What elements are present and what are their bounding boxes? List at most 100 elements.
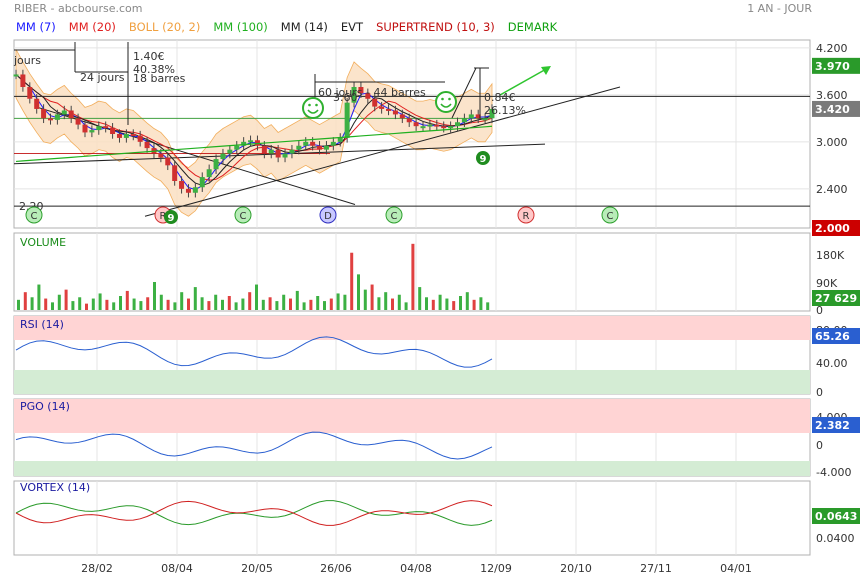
- candle-body: [413, 122, 419, 127]
- candle-body: [20, 74, 26, 87]
- candle-body: [296, 145, 302, 150]
- legend-item-5[interactable]: EVT: [340, 20, 364, 34]
- legend-item-4[interactable]: MM (14): [280, 20, 328, 34]
- demark-count-icon: [164, 210, 178, 224]
- legend-item-0[interactable]: MM (7): [16, 20, 56, 34]
- volume-bar: [255, 284, 258, 310]
- volume-bar: [465, 292, 469, 310]
- candle-body: [282, 153, 288, 158]
- annotation-text: 40.38%: [133, 63, 175, 76]
- candle-body: [68, 110, 74, 119]
- candle-body: [268, 149, 274, 154]
- candle-body: [165, 157, 171, 166]
- volume-bar: [357, 274, 360, 310]
- legend-item-1[interactable]: MM (20): [68, 20, 116, 34]
- volume-bar: [418, 287, 422, 310]
- volume-bar: [180, 292, 184, 310]
- signal-marker-label: C: [31, 211, 38, 222]
- volume-badge-bg: [812, 290, 860, 306]
- ma14-line: [15, 74, 493, 186]
- pgo-overbought-zone: [14, 399, 810, 433]
- rsi-title: RSI (14): [20, 318, 64, 331]
- pgo-badge-bg: [812, 417, 860, 433]
- vortex-badge: 0.0643: [815, 510, 857, 523]
- x-tick-label: 26/06: [320, 562, 352, 575]
- candle-body: [82, 124, 88, 133]
- candle-body: [317, 145, 323, 150]
- pgo-line: [15, 431, 493, 460]
- volume-bar: [125, 290, 129, 310]
- candle-body: [420, 126, 426, 129]
- volume-bar: [159, 294, 163, 310]
- candle-body: [448, 126, 454, 129]
- volume-bar: [91, 298, 95, 310]
- candle-body: [241, 141, 247, 146]
- pgo-title: PGO (14): [20, 400, 70, 413]
- candle-body: [461, 118, 467, 123]
- volume-bar: [445, 298, 449, 310]
- volume-bar: [350, 252, 354, 310]
- volume-bar: [17, 299, 20, 310]
- smiley-icon: [440, 103, 452, 108]
- volume-bar: [268, 297, 272, 310]
- candle-body: [89, 130, 95, 133]
- volume-bar: [377, 297, 381, 310]
- volume-bar: [411, 243, 415, 310]
- indicator-legend: MM (7) MM (20) BOLL (20, 2) MM (100) MM (14)…: [16, 20, 570, 34]
- candle-body: [399, 114, 405, 119]
- volume-bar: [44, 298, 48, 310]
- pgo-badge: 2.382: [815, 419, 850, 432]
- volume-bar: [479, 297, 483, 310]
- volume-bar: [397, 294, 401, 310]
- pgo-tick: 0: [816, 439, 823, 452]
- rsi-overbought-zone: [14, 316, 810, 340]
- candle-body: [427, 124, 433, 127]
- candle-body: [406, 118, 412, 123]
- volume-bar: [23, 292, 27, 310]
- legend-item-3[interactable]: MM (100): [213, 20, 268, 34]
- volume-bar: [139, 301, 143, 310]
- ma7-line: [15, 74, 493, 191]
- volume-bar: [85, 303, 88, 310]
- candle-body: [248, 140, 254, 143]
- candle-body: [261, 145, 267, 154]
- candle-body: [392, 110, 398, 115]
- volume-bar: [323, 301, 326, 310]
- candle-body: [13, 74, 19, 77]
- candle-body: [358, 87, 364, 94]
- volume-bar: [336, 293, 340, 310]
- legend-item-6[interactable]: SUPERTREND (10, 3): [376, 20, 495, 34]
- x-tick-label: 20/05: [241, 562, 273, 575]
- candle-body: [337, 137, 343, 142]
- rsi-badge: 65.26: [815, 330, 850, 343]
- rsi-badge-bg: [812, 328, 860, 344]
- ma20-line: [15, 74, 493, 181]
- legend-item-2[interactable]: BOLL (20, 2): [128, 20, 201, 34]
- ma100-line: [15, 125, 493, 163]
- annotation-text: 3.60: [333, 91, 358, 104]
- volume-bar: [289, 298, 292, 310]
- volume-bar: [384, 292, 388, 310]
- legend-item-7[interactable]: DEMARK: [507, 20, 558, 34]
- volume-bar: [105, 299, 109, 310]
- vortex-title: VORTEX (14): [20, 481, 90, 494]
- x-tick-label: 28/02: [81, 562, 113, 575]
- vortex-tick: 0.0400: [816, 532, 855, 545]
- candle-body: [179, 181, 185, 189]
- volume-bar: [391, 298, 394, 310]
- volume-bar: [261, 299, 265, 310]
- candle-body: [379, 106, 385, 109]
- volume-bar: [30, 297, 34, 310]
- candle-body: [489, 108, 495, 119]
- candle-body: [372, 98, 378, 107]
- candle-body: [386, 108, 392, 111]
- candle-body: [47, 118, 53, 121]
- price-last-badge: 3.420: [815, 103, 850, 116]
- candle-body: [234, 145, 240, 150]
- volume-bar: [241, 298, 245, 310]
- candle-body: [344, 102, 350, 138]
- volume-bar: [221, 299, 224, 310]
- smiley-icon: [308, 103, 311, 107]
- candle-body: [310, 141, 316, 146]
